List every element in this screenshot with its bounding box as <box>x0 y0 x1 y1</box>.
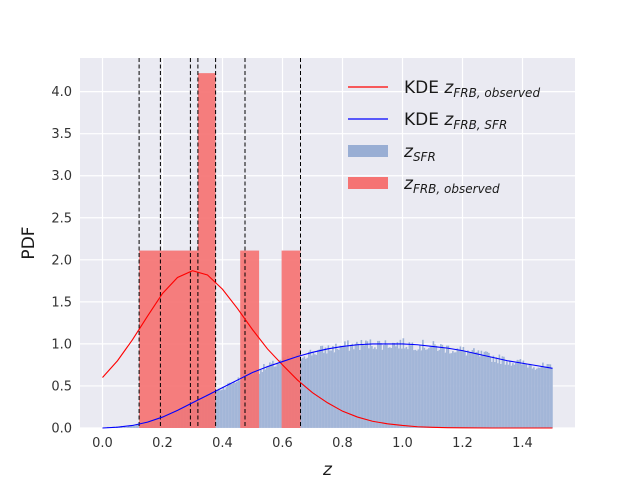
x-tick-label: 1.0 <box>392 436 413 451</box>
y-tick-label: 2.5 <box>51 211 72 226</box>
kde-observed-line <box>102 270 553 429</box>
legend: KDE zFRB, observed KDE zFRB, SFR zSFR zFRB,… <box>348 78 540 196</box>
observed-hist-bar <box>139 250 161 428</box>
y-tick-label: 1.5 <box>51 295 72 310</box>
observed-hist-bar <box>160 250 191 428</box>
sfr-hist-bar <box>550 367 553 429</box>
y-axis-label: PDF <box>19 226 39 259</box>
y-tick-label: 4.0 <box>51 85 72 100</box>
observed-hist-bar <box>281 250 301 428</box>
observed-hist-bar <box>190 250 198 428</box>
y-tick-label: 0.0 <box>51 422 72 437</box>
x-tick-label: 1.4 <box>512 436 533 451</box>
legend-label: zSFR <box>403 142 436 164</box>
x-tick-label: 0.2 <box>152 436 173 451</box>
y-tick-label: 3.0 <box>51 169 72 184</box>
kde-lines <box>102 270 553 429</box>
observed-hist-bar <box>240 250 260 428</box>
x-tick-label: 0.0 <box>92 436 113 451</box>
y-tick-label: 2.0 <box>51 253 72 268</box>
kde-sfr-line <box>102 343 553 429</box>
axis-ticks: 0.0 0.2 0.4 0.6 0.8 1.0 1.2 1.4 0.0 0.5 1.0 1.5 2.0 2… <box>51 85 533 451</box>
y-tick-label: 3.5 <box>51 127 72 142</box>
x-tick-label: 0.8 <box>332 436 353 451</box>
axis-labels: z PDF <box>19 226 333 480</box>
x-tick-label: 0.4 <box>212 436 233 451</box>
observed-vlines <box>138 58 301 428</box>
legend-label: KDE zFRB, SFR <box>404 110 507 132</box>
y-tick-label: 0.5 <box>51 379 72 394</box>
legend-label: KDE zFRB, observed <box>404 78 540 100</box>
y-tick-label: 1.0 <box>51 337 72 352</box>
observed-hist-bar <box>197 73 216 429</box>
x-tick-label: 0.6 <box>272 436 293 451</box>
x-tick-label: 1.2 <box>452 436 473 451</box>
legend-swatch-patch <box>348 177 388 189</box>
legend-label: zFRB, observed <box>403 174 500 196</box>
legend-swatch-patch <box>348 145 388 157</box>
x-axis-label: z <box>322 460 333 480</box>
observed-histogram <box>139 73 301 429</box>
